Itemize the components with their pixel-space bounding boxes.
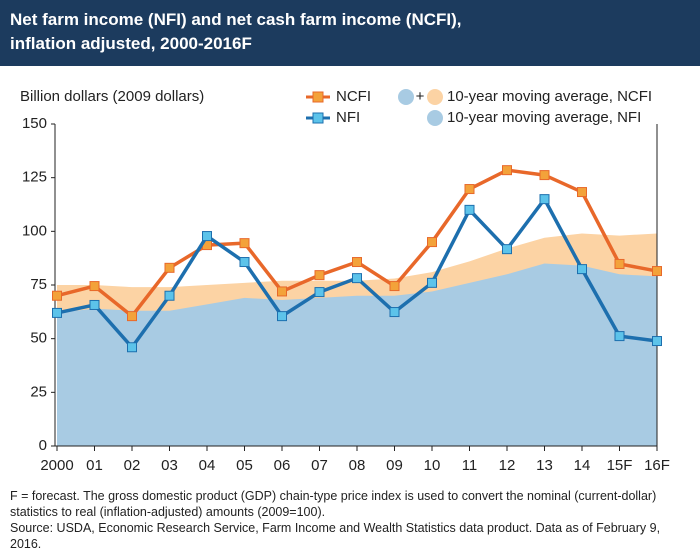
source: Source: USDA, Economic Research Service,… xyxy=(10,521,661,551)
y-tick-label: 25 xyxy=(30,383,47,400)
marker xyxy=(239,257,250,268)
marker xyxy=(502,244,512,255)
x-tick-label: 04 xyxy=(199,457,216,474)
y-tick-label: 50 xyxy=(30,330,47,347)
marker xyxy=(352,273,362,284)
x-tick-label: 14 xyxy=(574,457,591,474)
marker xyxy=(127,342,137,353)
marker xyxy=(52,290,62,301)
marker xyxy=(427,277,437,288)
marker xyxy=(277,311,287,322)
x-tick-label: 2000 xyxy=(40,457,73,474)
marker xyxy=(389,281,400,292)
footnote: F = forecast. The gross domestic product… xyxy=(10,488,690,552)
y-axis-label: Billion dollars (2009 dollars) xyxy=(20,88,204,105)
marker xyxy=(202,231,212,242)
header: Net farm income (NFI) and net cash farm … xyxy=(0,0,700,66)
legend-joiner: + xyxy=(416,88,425,105)
legend-swatch xyxy=(427,89,443,105)
marker xyxy=(577,264,587,275)
x-tick-label: 03 xyxy=(161,457,178,474)
marker xyxy=(314,287,325,298)
marker xyxy=(52,307,62,318)
y-tick-label: 0 xyxy=(39,437,47,454)
marker xyxy=(539,194,550,205)
chart-title: Net farm income (NFI) and net cash farm … xyxy=(10,10,462,53)
x-tick-label: 12 xyxy=(499,457,516,474)
marker xyxy=(652,336,662,347)
marker xyxy=(464,204,475,215)
marker xyxy=(89,281,100,292)
marker xyxy=(464,184,475,195)
x-tick-label: 10 xyxy=(424,457,441,474)
marker xyxy=(239,238,250,249)
marker xyxy=(352,257,362,268)
marker xyxy=(277,286,287,297)
x-tick-label: 05 xyxy=(236,457,253,474)
x-tick-label: 16F xyxy=(644,457,670,474)
legend-label: NCFI xyxy=(336,88,371,105)
legend-marker xyxy=(312,91,324,103)
legend-label: NFI xyxy=(336,109,360,126)
marker xyxy=(614,258,625,269)
y-tick-label: 150 xyxy=(22,115,47,132)
marker xyxy=(652,266,662,277)
marker xyxy=(164,262,175,273)
x-tick-label: 09 xyxy=(386,457,403,474)
legend-label: 10-year moving average, NCFI xyxy=(447,88,652,105)
x-tick-label: 07 xyxy=(311,457,328,474)
area xyxy=(57,263,657,446)
marker xyxy=(389,307,400,318)
legend-swatch xyxy=(427,110,443,126)
marker xyxy=(89,299,100,310)
y-tick-label: 75 xyxy=(30,276,47,293)
x-tick-label: 01 xyxy=(86,457,103,474)
legend-swatch xyxy=(398,89,414,105)
x-tick-label: 02 xyxy=(124,457,141,474)
legend-marker xyxy=(312,112,324,124)
x-tick-label: 11 xyxy=(462,457,478,474)
y-tick-label: 125 xyxy=(22,169,47,186)
y-tick-label: 100 xyxy=(22,222,47,239)
x-tick-label: 15F xyxy=(607,457,633,474)
x-tick-label: 06 xyxy=(274,457,291,474)
legend-label: 10-year moving average, NFI xyxy=(447,109,641,126)
marker xyxy=(314,270,325,281)
marker xyxy=(427,237,437,248)
marker xyxy=(539,170,550,181)
marker xyxy=(577,187,587,198)
marker xyxy=(502,165,512,176)
x-tick-label: 13 xyxy=(536,457,553,474)
marker xyxy=(164,290,175,301)
marker xyxy=(127,311,137,322)
x-tick-label: 08 xyxy=(349,457,366,474)
legend: NCFI NFI + 10-year moving average, NCFI … xyxy=(306,88,652,126)
marker xyxy=(614,331,625,342)
note: F = forecast. The gross domestic product… xyxy=(10,489,657,519)
